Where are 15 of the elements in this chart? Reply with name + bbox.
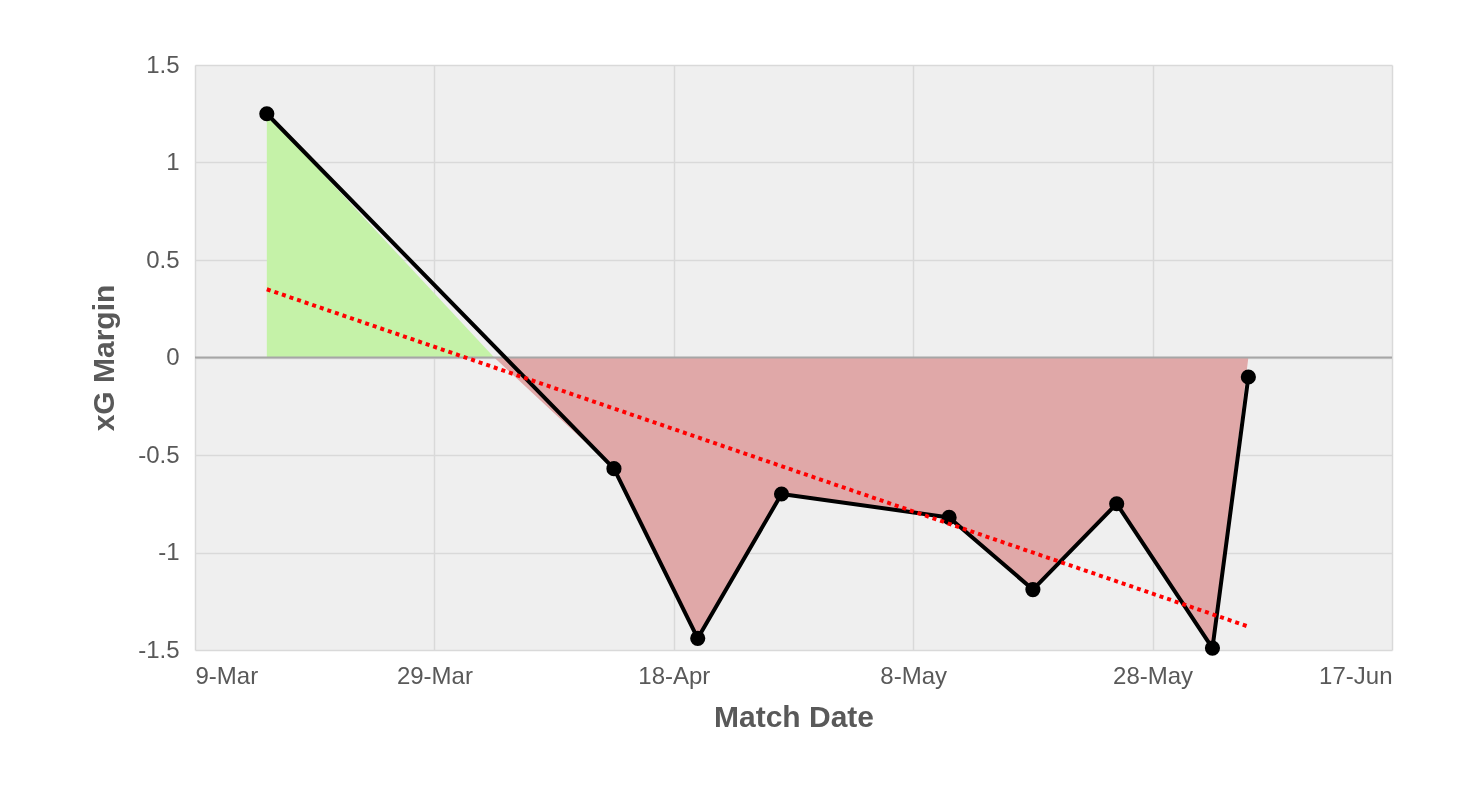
- x-tick-label: 9-Mar: [195, 661, 259, 689]
- x-tick-label: 17-Jun: [1319, 661, 1393, 689]
- y-tick-label: 0.5: [146, 245, 180, 273]
- y-axis-title: xG Margin: [87, 284, 121, 432]
- y-tick-label: -1: [158, 538, 180, 565]
- y-tick-label: -0.5: [138, 440, 180, 468]
- x-tick-label: 28-May: [1113, 661, 1194, 689]
- x-axis-title: Match Date: [713, 699, 875, 733]
- y-tick-label: 0: [166, 343, 180, 370]
- y-tick-label: 1: [166, 148, 180, 175]
- x-tick-label: 8-May: [880, 661, 948, 689]
- x-tick-label: 18-Apr: [638, 661, 711, 689]
- x-tick-label: 29-Mar: [396, 661, 473, 689]
- y-tick-label: -1.5: [138, 635, 180, 663]
- y-tick-label: 1.5: [146, 50, 180, 78]
